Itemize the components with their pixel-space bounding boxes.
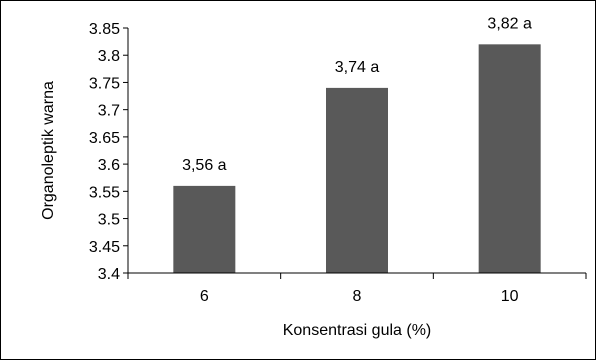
y-tick-label: 3.5 (98, 212, 120, 229)
x-tick-label: 10 (501, 288, 519, 305)
data-label-8: 3,74 a (335, 59, 380, 76)
y-axis-ticks: 3.4 3.45 3.5 3.55 3.6 3.65 3.7 3.75 3.8 3.85 (89, 21, 128, 283)
x-tick-label: 8 (353, 288, 362, 305)
bar-6 (173, 185, 236, 273)
y-tick-label: 3.6 (98, 157, 120, 174)
y-tick-label: 3.8 (98, 48, 120, 65)
bar-10 (478, 44, 541, 274)
y-tick-label: 3.7 (98, 103, 120, 120)
bars (173, 44, 541, 274)
x-tick-label: 6 (200, 288, 209, 305)
y-tick-label: 3.55 (89, 184, 120, 201)
data-label-10: 3,82 a (487, 15, 532, 32)
y-tick-label: 3.45 (89, 239, 120, 256)
x-axis-ticks: 6 8 10 (127, 273, 587, 305)
y-axis-title: Organoleptik warna (40, 81, 57, 220)
y-tick-label: 3.4 (98, 266, 120, 283)
data-label-6: 3,56 a (182, 157, 227, 174)
x-axis-title: Konsentrasi gula (%) (283, 322, 432, 339)
y-tick-label: 3.85 (89, 21, 120, 38)
y-tick-label: 3.65 (89, 130, 120, 147)
data-labels: 3,56 a 3,74 a 3,82 a (182, 15, 532, 174)
y-tick-label: 3.75 (89, 75, 120, 92)
bar-8 (326, 87, 388, 273)
